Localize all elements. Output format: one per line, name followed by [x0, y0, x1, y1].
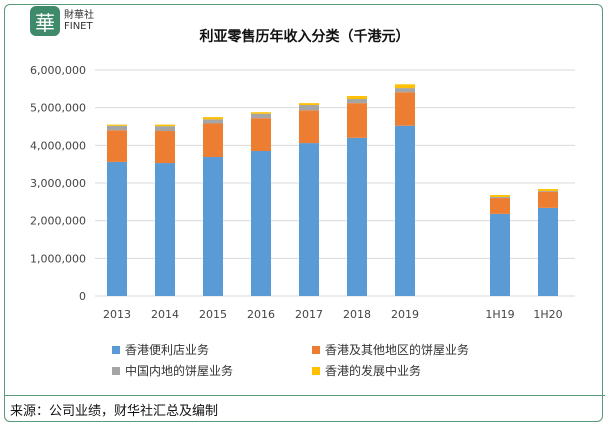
- divider: [4, 395, 605, 396]
- chart-title: 利亚零售历年收入分类（千港元）: [199, 29, 410, 45]
- bar-segment: [299, 143, 319, 296]
- bar-segment: [203, 157, 223, 296]
- bar-segment: [395, 92, 415, 126]
- legend-swatch: [112, 366, 120, 375]
- logo-text-en: FINET: [64, 21, 93, 32]
- bar-segment: [347, 137, 367, 296]
- y-tick-label: 2,000,000: [30, 215, 86, 228]
- bar-segment: [107, 161, 127, 296]
- bar-segment: [107, 124, 127, 126]
- x-tick-label: 2019: [391, 308, 419, 321]
- finet-logo: 華 財華社 FINET: [30, 6, 94, 36]
- bar-segment: [538, 191, 558, 208]
- legend-swatch: [112, 345, 120, 354]
- bar-segment: [251, 150, 271, 296]
- legend-label: 香港便利店业务: [125, 343, 210, 357]
- y-tick-label: 6,000,000: [30, 64, 86, 77]
- bar-segment: [538, 190, 558, 192]
- legend-item: 香港便利店业务: [112, 341, 209, 358]
- bar-segment: [155, 131, 175, 164]
- y-tick-label: 5,000,000: [30, 102, 86, 115]
- y-tick-label: 0: [79, 290, 86, 303]
- legend-swatch: [312, 366, 320, 375]
- y-tick-label: 4,000,000: [30, 139, 86, 152]
- bar-segment: [347, 99, 367, 104]
- legend-label: 中国内地的饼屋业务: [125, 364, 234, 378]
- logo-text: 財華社: [64, 10, 94, 21]
- bar-segment: [299, 103, 319, 106]
- source-note: 来源：公司业绩，财华社汇总及编制: [10, 404, 219, 419]
- bar-segment: [251, 113, 271, 119]
- bar-segment: [203, 119, 223, 124]
- x-tick-label: 2014: [151, 308, 179, 321]
- bar-segment: [107, 130, 127, 162]
- bar-segment: [490, 196, 510, 199]
- x-tick-label: 2015: [199, 308, 227, 321]
- legend-item: 香港及其他地区的饼屋业务: [312, 341, 469, 358]
- x-tick-label: 2017: [295, 308, 323, 321]
- bar-segment: [203, 123, 223, 158]
- bar-segment: [538, 207, 558, 296]
- x-tick-label: 2016: [247, 308, 275, 321]
- bar-segment: [347, 95, 367, 100]
- bar-segment: [490, 195, 510, 197]
- bar-segment: [347, 103, 367, 138]
- x-tick-label: 2013: [103, 308, 131, 321]
- y-tick-label: 3,000,000: [30, 177, 86, 190]
- legend-label: 香港的发展中业务: [325, 364, 422, 378]
- bar-segment: [299, 110, 319, 144]
- bar-segment: [490, 198, 510, 214]
- bar-segment: [251, 118, 271, 151]
- bar-segment: [395, 84, 415, 89]
- bar-segment: [395, 125, 415, 296]
- x-tick-label: 1H19: [485, 308, 514, 321]
- bar-segment: [155, 126, 175, 132]
- legend-item: 香港的发展中业务: [312, 362, 421, 379]
- frame: [4, 4, 603, 422]
- legend-label: 香港及其他地区的饼屋业务: [325, 343, 470, 357]
- bar-segment: [251, 112, 271, 114]
- bar-segment: [155, 124, 175, 127]
- x-tick-label: 2018: [343, 308, 371, 321]
- x-tick-label: 1H20: [533, 308, 562, 321]
- bar-segment: [299, 105, 319, 111]
- bar-segment: [155, 163, 175, 296]
- bar-segment: [395, 88, 415, 93]
- bar-segment: [490, 213, 510, 296]
- bar-segment: [203, 117, 223, 120]
- legend-swatch: [312, 345, 320, 354]
- bar-segment: [538, 189, 558, 191]
- y-tick-label: 1,000,000: [30, 252, 86, 265]
- logo-mark: 華: [30, 6, 60, 36]
- legend-item: 中国内地的饼屋业务: [112, 362, 233, 379]
- bar-segment: [107, 125, 127, 131]
